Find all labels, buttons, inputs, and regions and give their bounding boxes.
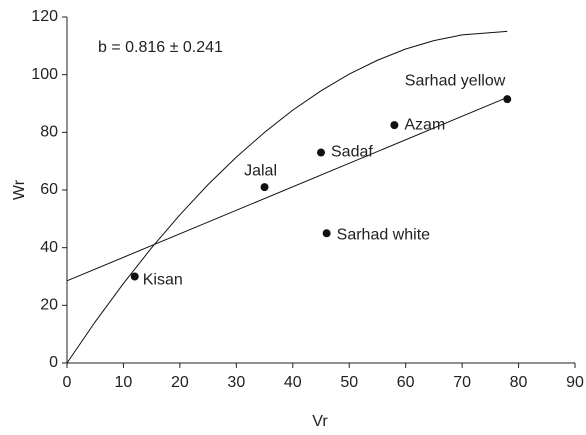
regression-line	[66, 96, 508, 282]
y-tick-label: 20	[40, 297, 58, 314]
y-tick-label: 80	[40, 124, 58, 141]
x-tick-label: 40	[284, 374, 302, 391]
x-tick-label: 90	[566, 374, 584, 391]
data-point	[130, 272, 139, 281]
x-tick-label: 60	[397, 374, 415, 391]
y-tick-label: 120	[31, 8, 58, 25]
data-point	[390, 121, 399, 130]
limit-curve	[66, 30, 508, 364]
point-label: Jalal	[244, 162, 277, 179]
point-label: Sarhad yellow	[405, 72, 506, 89]
point-label: Kisan	[143, 272, 183, 289]
point-label: Sarhad white	[337, 226, 430, 243]
x-tick-label: 50	[340, 374, 358, 391]
y-tick-label: 40	[40, 239, 58, 256]
data-point	[260, 183, 269, 192]
x-tick-label: 10	[115, 374, 133, 391]
x-tick-label: 80	[510, 374, 528, 391]
data-point	[317, 148, 325, 157]
x-tick-label: 70	[453, 374, 471, 391]
y-tick-label: 100	[31, 66, 58, 83]
x-tick-label: 30	[227, 374, 245, 391]
point-label: Sadaf	[331, 144, 373, 161]
y-axis-label: Wr	[11, 179, 28, 200]
data-point	[322, 229, 331, 238]
y-tick-label: 60	[40, 181, 58, 198]
x-axis-label: Vr	[312, 413, 328, 430]
x-tick-label: 0	[63, 374, 72, 391]
data-point	[503, 95, 512, 104]
x-tick-label: 20	[171, 374, 189, 391]
point-label: Azam	[404, 116, 445, 133]
y-tick-label: 0	[49, 354, 58, 371]
annotation: b = 0.816 ± 0.241	[98, 39, 223, 56]
